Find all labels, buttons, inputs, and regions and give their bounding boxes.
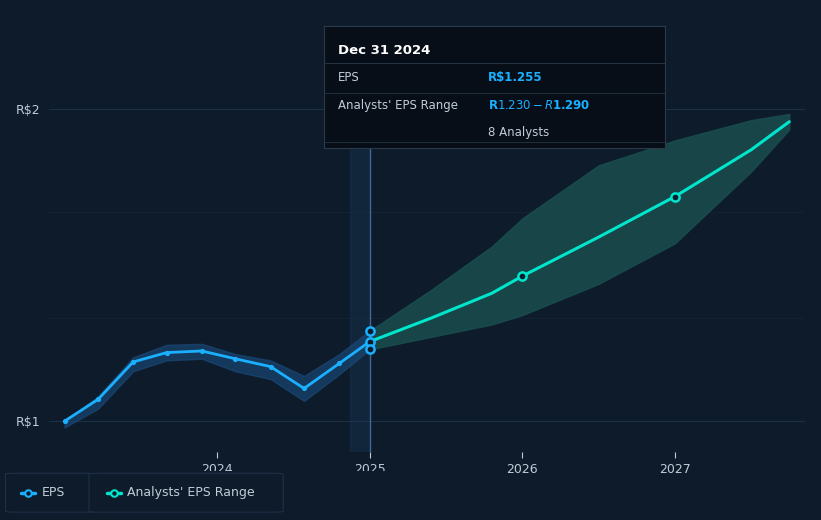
Point <box>668 192 681 201</box>
Point <box>160 348 173 357</box>
Text: R$1.230 - R$1.290: R$1.230 - R$1.290 <box>488 99 590 112</box>
Text: Analysts' EPS Range: Analysts' EPS Range <box>338 99 458 112</box>
Point <box>91 395 104 404</box>
Point <box>516 272 529 280</box>
Text: EPS: EPS <box>42 486 65 499</box>
Point <box>108 489 121 497</box>
Point <box>264 362 277 371</box>
Point <box>229 355 242 363</box>
Point <box>363 337 376 346</box>
FancyBboxPatch shape <box>6 473 96 512</box>
Point <box>195 347 209 355</box>
FancyBboxPatch shape <box>89 473 283 512</box>
Text: EPS: EPS <box>338 71 360 84</box>
Text: 8 Analysts: 8 Analysts <box>488 126 549 139</box>
Point <box>126 358 140 366</box>
Text: R$1.255: R$1.255 <box>488 71 543 84</box>
Point <box>333 359 346 368</box>
Text: Dec 31 2024: Dec 31 2024 <box>338 44 430 57</box>
Point <box>363 327 376 335</box>
Text: Analysts' EPS Range: Analysts' EPS Range <box>127 486 255 499</box>
Point <box>297 384 310 393</box>
Point <box>363 345 376 354</box>
Bar <box>350 78 369 452</box>
Point <box>363 337 376 346</box>
Point <box>21 489 34 497</box>
Point <box>58 417 71 425</box>
Text: Actual: Actual <box>328 117 365 130</box>
Text: Analysts Forecasts: Analysts Forecasts <box>374 117 484 130</box>
